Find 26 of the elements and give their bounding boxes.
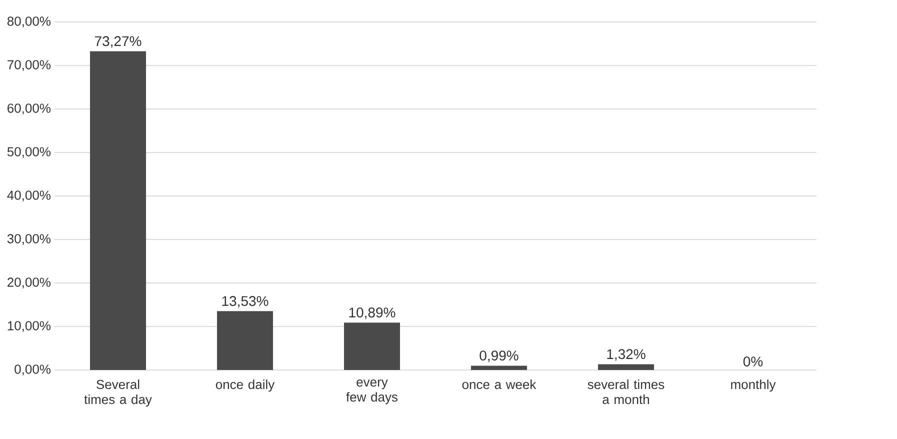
data-label: 0% [743,356,763,366]
data-label: 13,53% [222,296,268,308]
y-tick-label: 50,00% [7,147,51,158]
y-tick-label: 20,00% [8,278,51,288]
bar [471,366,528,370]
x-tick-label: several times a month [588,380,664,404]
y-tick-label: 40,00% [7,190,51,202]
bar [344,322,400,370]
x-tick-label: once daily [216,380,275,392]
y-tick-label: 30,00% [7,234,51,245]
x-tick-label: once a week [462,380,536,390]
bar [217,311,273,370]
x-tick-label: Several times a day [84,380,152,407]
data-label: 73,27% [94,36,142,48]
x-tick-label: every few days [346,380,398,404]
bar [90,51,146,370]
y-tick-label: 60,00% [8,104,51,114]
data-label: 10,89% [349,308,396,320]
x-tick-label: monthly [731,380,776,392]
data-label: 1,32% [607,349,646,361]
y-tick-label: 0,00% [14,364,51,376]
y-tick-label: 10,00% [8,321,51,332]
y-tick-label: 80,00% [7,16,51,28]
bar [598,364,654,370]
data-label: 0,99% [480,350,518,362]
y-tick-label: 70,00% [8,60,51,71]
